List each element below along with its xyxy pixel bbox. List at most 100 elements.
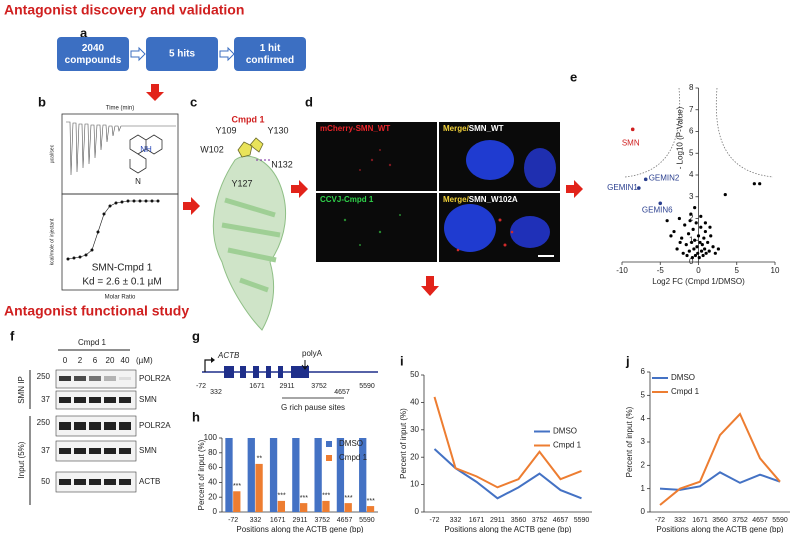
gene-name: ACTB (217, 351, 240, 360)
point (692, 247, 696, 251)
y-tick-label: 6 (689, 127, 694, 136)
axis-label: kcal/mole of injectant (49, 218, 55, 265)
point (665, 219, 669, 223)
x-axis-label: Positions along the ACTB gene (bp) (236, 525, 364, 533)
kd-label: Kd = 2.6 ± 0.1 µM (82, 277, 161, 288)
mw-marker: 50 (41, 477, 50, 486)
x-tick-label: 2911 (490, 517, 505, 524)
point (703, 247, 707, 251)
legend-label: Cmpd 1 (671, 387, 700, 396)
point (690, 240, 694, 245)
point-label: GEMIN1 (607, 183, 638, 192)
bar (255, 463, 263, 512)
y-tick-label: 5 (641, 390, 646, 399)
point (690, 256, 694, 260)
point (693, 238, 697, 242)
point (703, 229, 707, 234)
bar (233, 491, 241, 512)
bar (336, 438, 345, 512)
point (709, 234, 713, 238)
x-tick-label: 4657 (337, 517, 353, 524)
section-heading: Antagonist functional study (4, 303, 189, 319)
step-box (234, 37, 306, 71)
compound-label: Cmpd 1 (231, 114, 264, 124)
point (693, 206, 697, 210)
point (696, 251, 700, 255)
x-tick-label: 5590 (574, 517, 590, 524)
atom-label: NH (140, 145, 152, 154)
y-tick-label: 1 (641, 484, 646, 493)
axis-label: Molar Ratio (105, 295, 136, 301)
bar (225, 438, 233, 512)
point (696, 234, 701, 238)
dose: 0 (63, 356, 68, 365)
x-tick-label: 5590 (772, 517, 788, 524)
legend-label: DMSO (553, 427, 577, 436)
point (716, 247, 720, 251)
bar (322, 500, 330, 512)
workflow: 2040 compounds 5 hits 1 hit confirmed (57, 37, 306, 71)
y-tick-label: 20 (208, 492, 217, 501)
caption: G rich pause sites (281, 403, 345, 412)
y-tick-label: 1 (689, 235, 694, 244)
position-label: 2911 (279, 383, 294, 390)
y-tick-label: 30 (410, 425, 419, 434)
arrow (183, 197, 200, 215)
residue-label: N132 (271, 159, 293, 169)
point (706, 240, 710, 245)
x-tick-label: 1671 (692, 517, 708, 524)
y-tick-label: 2 (689, 214, 694, 223)
x-tick-label: 332 (450, 517, 462, 524)
bar (366, 506, 375, 512)
position-label: 5590 (359, 383, 375, 390)
step-text: 1 hit confirmed (246, 43, 294, 66)
x-tick-label: -72 (429, 517, 439, 524)
treatment-label: Cmpd 1 (78, 338, 107, 347)
significance: *** (278, 493, 286, 500)
x-axis-label: Positions along the ACTB gene (bp) (444, 525, 572, 533)
point (669, 234, 673, 238)
point (694, 221, 698, 225)
step-text: 2040 compounds (65, 43, 122, 66)
significance: ** (257, 456, 263, 463)
point (752, 182, 756, 186)
gene-diagram: ACTB polyA -72 332 1671 2911 3752 4657 5… (196, 349, 378, 412)
y-tick-label: 7 (689, 105, 694, 114)
significance: *** (344, 495, 352, 502)
x-tick-label: -72 (655, 517, 665, 524)
bar (300, 503, 308, 512)
point (675, 247, 679, 251)
highlight-point (630, 127, 635, 132)
position-label: 332 (210, 389, 222, 396)
point (713, 251, 717, 255)
position-label: 4657 (334, 389, 350, 396)
x-tick-label: 3560 (712, 517, 728, 524)
microscopy: mCherry-SMN_WT Merge/SMN_WT CCVJ-Cmpd 1 … (316, 122, 560, 262)
point (693, 253, 698, 258)
x-tick-label: 5590 (359, 517, 375, 524)
bar (292, 438, 300, 512)
y-tick-label: 3 (641, 437, 646, 446)
line (659, 471, 781, 491)
residue-label: Y109 (215, 125, 236, 135)
x-tick-label: 1671 (469, 517, 485, 524)
panel-label: i (400, 353, 404, 368)
highlight-point (643, 177, 648, 182)
dose: 40 (121, 356, 130, 365)
arrow (566, 180, 583, 198)
bar (269, 438, 278, 512)
arrow (219, 46, 235, 62)
panel-label: a (80, 25, 88, 40)
legend-label: Cmpd 1 (339, 453, 368, 462)
image-label: mCherry-SMN_WT (320, 124, 390, 133)
bar (247, 438, 255, 512)
dose: 6 (93, 356, 98, 365)
point-label: GEMIN2 (649, 173, 680, 182)
x-tick-label: -72 (228, 517, 238, 524)
mw-marker: 37 (41, 446, 50, 455)
panel-label: h (192, 409, 200, 424)
atom-label: N (135, 177, 141, 186)
panel-label: d (305, 94, 313, 109)
point (687, 249, 691, 253)
x-tick-label: 3752 (532, 517, 548, 524)
